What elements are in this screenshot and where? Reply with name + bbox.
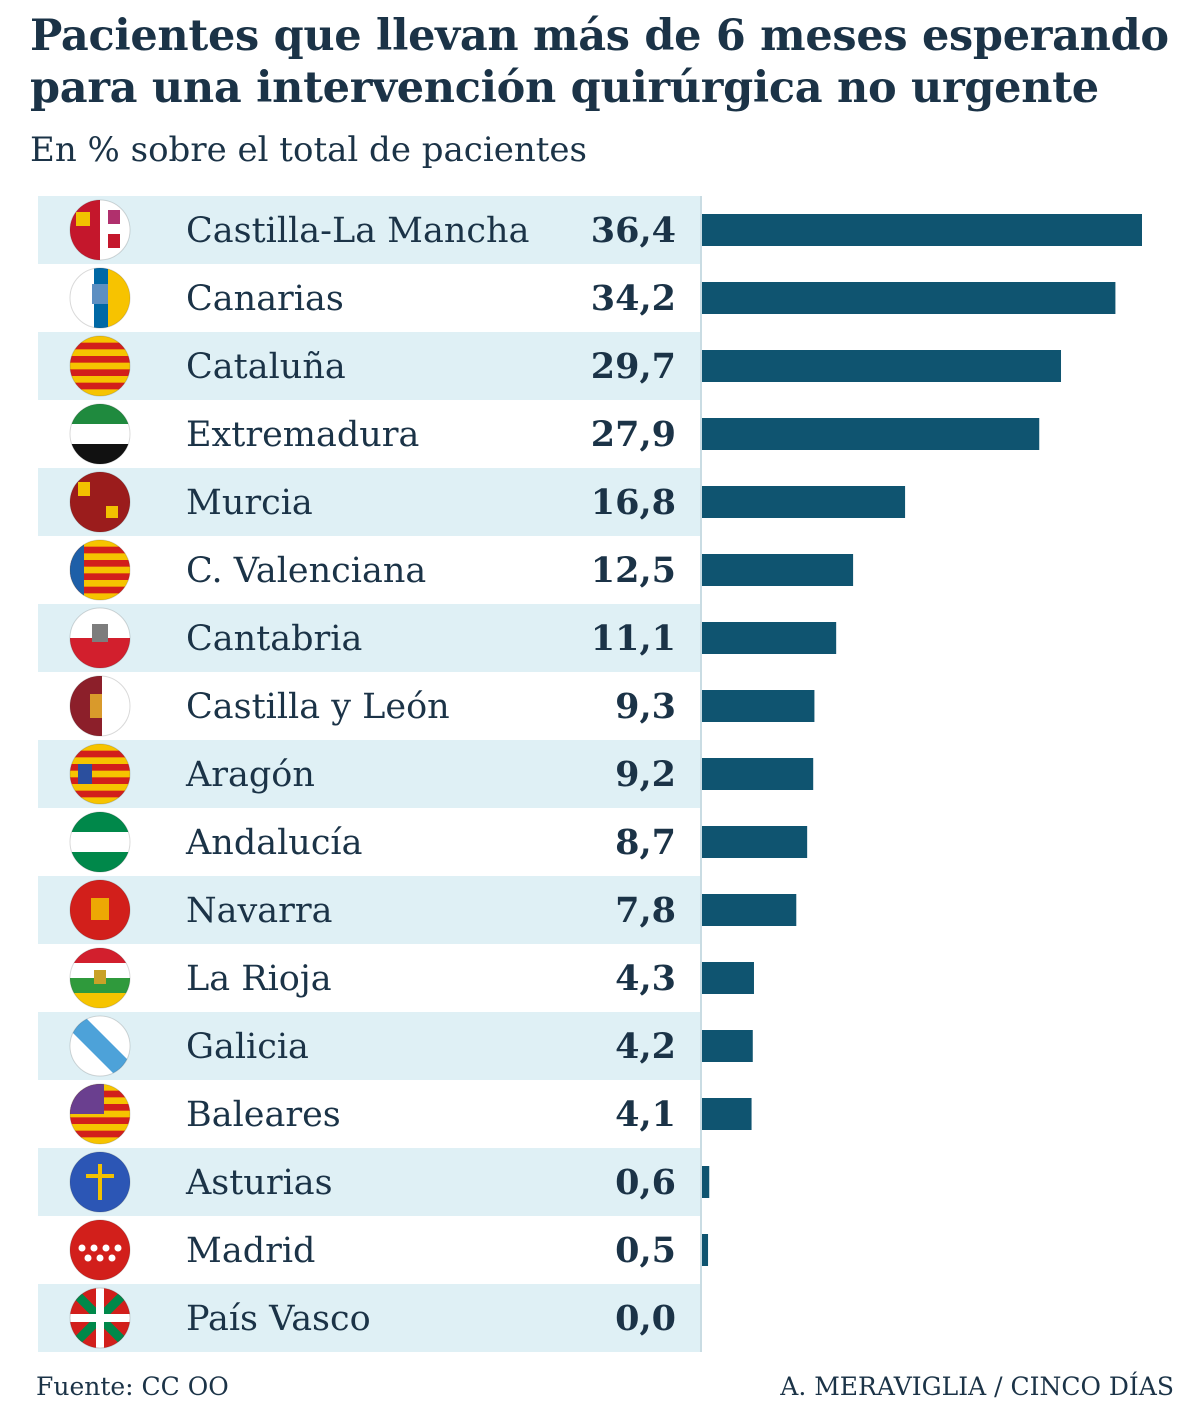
bar [702,554,854,586]
chart-subtitle: En % sobre el total de pacientes [30,130,587,170]
cataluna-flag-icon [69,335,131,397]
bar [702,282,1116,314]
row-band [38,876,700,944]
value-label: 4,2 [615,1026,676,1067]
bar [702,418,1040,450]
value-label: 27,9 [591,414,676,455]
category-label: Navarra [186,891,332,931]
bar [702,1234,709,1266]
asturias-flag-icon [69,1151,131,1213]
row-band [38,604,700,672]
row-band [38,1148,700,1216]
andalucia-flag-icon [69,811,131,873]
credit-note: A. MERAVIGLIA / CINCO DÍAS [780,1372,1174,1401]
category-label: Cataluña [186,347,346,387]
category-label: Extremadura [186,415,419,455]
bar [702,350,1062,382]
bar [702,622,837,654]
category-label: Baleares [186,1095,341,1135]
value-label: 0,6 [615,1162,676,1203]
category-label: La Rioja [186,959,332,999]
value-label: 7,8 [615,890,676,931]
row-band [38,1012,700,1080]
murcia-flag-icon [69,471,131,533]
source-note: Fuente: CC OO [36,1372,229,1401]
castilla-la-mancha-flag-icon [69,199,131,261]
bar [702,1098,752,1130]
extremadura-flag-icon [69,403,131,465]
bar [702,826,808,858]
value-label: 16,8 [591,482,676,523]
category-label: Galicia [186,1027,309,1067]
aragon-flag-icon [69,743,131,805]
value-label: 12,5 [591,550,676,591]
value-label: 4,1 [615,1094,676,1135]
bar [702,894,797,926]
c-valenciana-flag-icon [69,539,131,601]
la-rioja-flag-icon [69,947,131,1009]
category-label: Asturias [185,1163,333,1203]
bar [702,962,754,994]
category-label: Madrid [186,1231,315,1271]
bar [702,1030,753,1062]
bar [702,758,814,790]
galicia-flag-icon [69,1015,131,1077]
category-label: Castilla y León [186,687,450,727]
bar [702,1166,710,1198]
category-label: C. Valenciana [186,551,426,591]
baleares-flag-icon [69,1083,131,1145]
value-label: 9,3 [615,686,676,727]
value-label: 8,7 [615,822,676,863]
value-label: 11,1 [591,618,676,659]
category-label: País Vasco [186,1299,371,1339]
canarias-flag-icon [69,267,131,329]
category-label: Murcia [186,483,313,523]
row-band [38,196,700,264]
pais-vasco-flag-icon [69,1287,131,1349]
row-band [38,740,700,808]
row-band [38,332,700,400]
value-label: 0,0 [615,1298,676,1339]
navarra-flag-icon [69,879,131,941]
bar [702,486,906,518]
castilla-y-leon-flag-icon [69,675,131,737]
value-label: 29,7 [591,346,676,387]
category-label: Cantabria [186,619,362,659]
category-label: Aragón [185,755,315,795]
category-label: Castilla-La Mancha [186,211,529,251]
row-band [38,468,700,536]
cantabria-flag-icon [69,607,131,669]
bar [702,690,815,722]
category-label: Canarias [186,279,344,319]
chart-title: Pacientes que llevan más de 6 meses espe… [30,11,1169,113]
value-label: 9,2 [615,754,676,795]
value-label: 0,5 [615,1230,676,1271]
value-label: 34,2 [591,278,676,319]
value-label: 4,3 [615,958,676,999]
madrid-flag-icon [69,1219,131,1281]
row-band [38,1284,700,1352]
bar [702,214,1142,246]
category-label: Andalucía [185,823,363,863]
value-label: 36,4 [591,210,676,251]
